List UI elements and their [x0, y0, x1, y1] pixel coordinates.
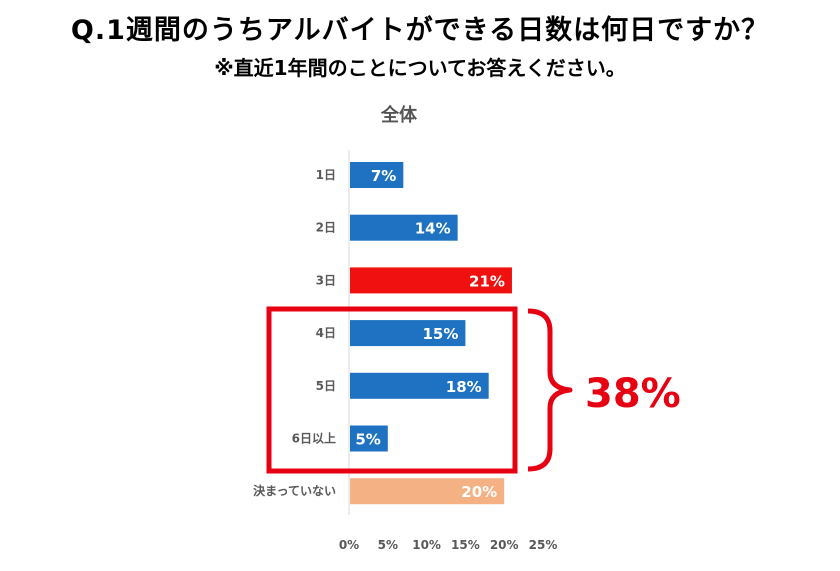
highlight-total-label: 38%	[585, 371, 681, 417]
highlight-brace	[527, 308, 573, 472]
x-tick-label: 25%	[529, 538, 558, 552]
bar	[350, 267, 512, 294]
category-label: 2日	[316, 221, 336, 235]
bar	[350, 372, 489, 399]
bars-layer: 7% 14% 21% 15% 18% 5% 20%	[350, 162, 512, 505]
question-note: ※直近1年間のことについてお答えください。	[214, 56, 626, 80]
x-tick-label: 20%	[490, 538, 519, 552]
bar	[350, 425, 388, 452]
data-label: 14%	[415, 220, 451, 238]
category-label: 3日	[316, 273, 336, 287]
category-label: 5日	[316, 379, 336, 393]
x-tick-label: 10%	[412, 538, 441, 552]
highlight-group: 38%	[266, 306, 681, 474]
data-label: 20%	[461, 483, 497, 501]
x-tick-label: 15%	[451, 538, 480, 552]
category-label: 6日以上	[292, 431, 336, 446]
data-label: 7%	[371, 167, 396, 185]
category-label: 4日	[316, 326, 336, 340]
data-label: 21%	[469, 272, 505, 290]
data-label: 15%	[422, 325, 458, 343]
bar	[350, 478, 505, 505]
data-label: 18%	[446, 378, 482, 396]
bar	[350, 320, 466, 347]
chart-title: 全体	[380, 104, 418, 126]
category-label: 1日	[316, 168, 336, 182]
question-title: Q.1週間のうちアルバイトができる日数は何日ですか？	[70, 15, 770, 46]
bar	[350, 214, 458, 241]
bar	[350, 162, 404, 188]
x-tick-label: 5%	[378, 538, 398, 552]
category-label: 決まっていない	[253, 483, 336, 498]
highlight-box	[266, 306, 518, 474]
x-tick-label: 0%	[339, 538, 359, 552]
data-label: 5%	[355, 431, 380, 449]
